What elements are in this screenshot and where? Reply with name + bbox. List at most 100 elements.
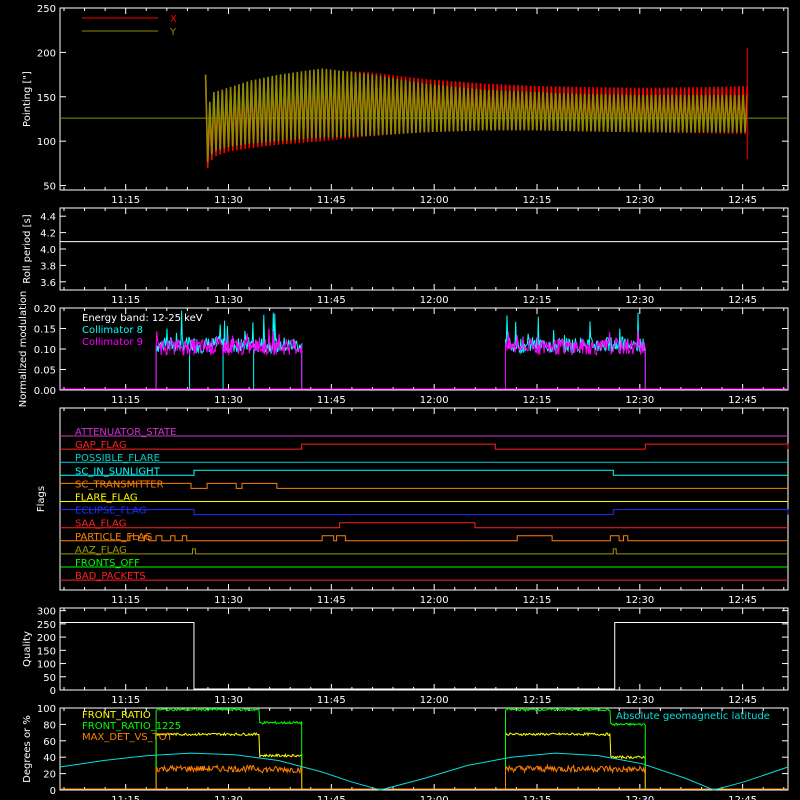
x-tick-label: 12:45: [728, 195, 757, 206]
y-axis-label: Normalized modulation: [18, 291, 29, 408]
x-tick-label: 12:45: [728, 295, 757, 306]
flag-line-particle-flag: [60, 535, 788, 542]
flag-label: SAA_FLAG: [75, 519, 126, 530]
series-front-ratio: [505, 732, 646, 789]
flag-line-sc-in-sunlight: [60, 469, 788, 476]
x-tick-label: 12:15: [523, 195, 552, 206]
x-tick-label: 11:45: [317, 795, 346, 800]
panel-frame: [59, 407, 789, 591]
series-geomagnetic-latitude: [59, 752, 789, 791]
x-tick-label: 12:30: [625, 595, 654, 606]
y-axis-label: Flags: [36, 486, 47, 512]
series-front-ratio-1225: [155, 707, 303, 789]
x-tick-label: 11:15: [111, 295, 140, 306]
flag-label: ATTENUATOR_STATE: [75, 427, 176, 438]
flag-label: ECLIPSE_FLAG: [75, 506, 146, 517]
flag-label: SC_TRANSMITTER: [75, 479, 164, 490]
y-axis-label: Pointing ["]: [22, 71, 33, 127]
series-collimator-9: [505, 330, 646, 389]
x-tick-label: 12:45: [728, 595, 757, 606]
y-tick-label: 50: [43, 182, 56, 193]
x-tick-label: 12:30: [625, 195, 654, 206]
x-tick-label: 12:30: [625, 695, 654, 706]
x-tick-label: 11:45: [317, 195, 346, 206]
y-tick-label: 80: [43, 720, 56, 731]
flag-label: GAP_FLAG: [75, 440, 127, 451]
y-tick-label: 0.05: [34, 366, 56, 377]
series-collimator-8: [505, 312, 646, 389]
y-axis-label: Roll period [s]: [22, 214, 33, 283]
quality-line: [60, 622, 788, 690]
y-tick-label: 4.2: [40, 229, 56, 240]
flag-line-sc-transmitter: [60, 482, 788, 489]
y-tick-label: 150: [37, 93, 56, 104]
x-tick-label: 12:00: [420, 195, 449, 206]
x-tick-label: 11:45: [317, 295, 346, 306]
flag-line-aaz-flag: [60, 548, 788, 555]
panel-frame: [59, 207, 789, 291]
y-tick-label: 200: [37, 48, 56, 59]
x-tick-label: 12:15: [523, 295, 552, 306]
series-max-det-vs-tot: [155, 764, 303, 789]
x-tick-label: 11:30: [214, 195, 243, 206]
x-tick-label: 12:45: [728, 695, 757, 706]
x-tick-label: 12:15: [523, 695, 552, 706]
x-tick-label: 11:30: [214, 295, 243, 306]
y-tick-label: 200: [37, 633, 56, 644]
flag-label: POSSIBLE_FLARE: [75, 453, 160, 464]
flag-label: BAD_PACKETS: [75, 571, 146, 582]
y-tick-label: 0.10: [34, 345, 56, 356]
flag-label: FRONTS_OFF: [75, 558, 140, 569]
flag-label: FLARE_FLAG: [75, 493, 138, 504]
x-tick-label: 11:15: [111, 695, 140, 706]
panel-frame: [59, 707, 789, 791]
x-tick-label: 12:15: [523, 595, 552, 606]
y-tick-label: 250: [37, 620, 56, 631]
x-tick-label: 12:15: [523, 395, 552, 406]
y-tick-label: 0.00: [34, 386, 56, 397]
panel-frame: [59, 7, 789, 191]
x-tick-label: 12:15: [523, 795, 552, 800]
series-front-ratio: [155, 732, 303, 789]
legend-label: FRONT_RATIO_1225: [82, 721, 181, 732]
y-tick-label: 100: [37, 704, 56, 715]
flag-line-saa-flag: [60, 522, 788, 529]
y-tick-label: 4.0: [40, 245, 56, 256]
y-tick-label: 40: [43, 753, 56, 764]
x-tick-label: 12:00: [420, 395, 449, 406]
x-tick-label: 12:00: [420, 795, 449, 800]
x-tick-label: 11:15: [111, 395, 140, 406]
y-tick-label: 150: [37, 646, 56, 657]
x-tick-label: 11:45: [317, 395, 346, 406]
x-tick-label: 11:45: [317, 595, 346, 606]
y-tick-label: 100: [37, 137, 56, 148]
y-tick-label: 20: [43, 770, 56, 781]
flag-label: PARTICLE_FLAG: [75, 532, 152, 543]
x-tick-label: 11:30: [214, 695, 243, 706]
legend-label: Y: [169, 27, 177, 38]
y-tick-label: 250: [37, 4, 56, 15]
x-tick-label: 11:45: [317, 695, 346, 706]
x-tick-label: 11:30: [214, 595, 243, 606]
x-tick-label: 12:30: [625, 395, 654, 406]
legend-label: Collimator 8: [82, 325, 143, 336]
x-tick-label: 12:45: [728, 395, 757, 406]
y-tick-label: 0.20: [34, 304, 56, 315]
y-tick-label: 0: [50, 786, 56, 797]
flag-label: SC_IN_SUNLIGHT: [75, 466, 161, 477]
y-tick-label: 4.4: [40, 212, 56, 223]
series-collimator-9: [155, 328, 303, 389]
y-tick-label: 100: [37, 660, 56, 671]
x-tick-label: 11:30: [214, 795, 243, 800]
flag-line-eclipse-flag: [60, 509, 789, 516]
x-tick-label: 12:30: [625, 795, 654, 800]
series-y: [204, 68, 748, 163]
panel-frame: [59, 607, 789, 691]
y-axis-label: Degrees or %: [22, 715, 33, 783]
y-tick-label: 3.8: [40, 261, 56, 272]
x-tick-label: 12:45: [728, 795, 757, 800]
x-tick-label: 12:30: [625, 295, 654, 306]
y-tick-label: 0.15: [34, 325, 56, 336]
legend-label: X: [170, 14, 177, 25]
